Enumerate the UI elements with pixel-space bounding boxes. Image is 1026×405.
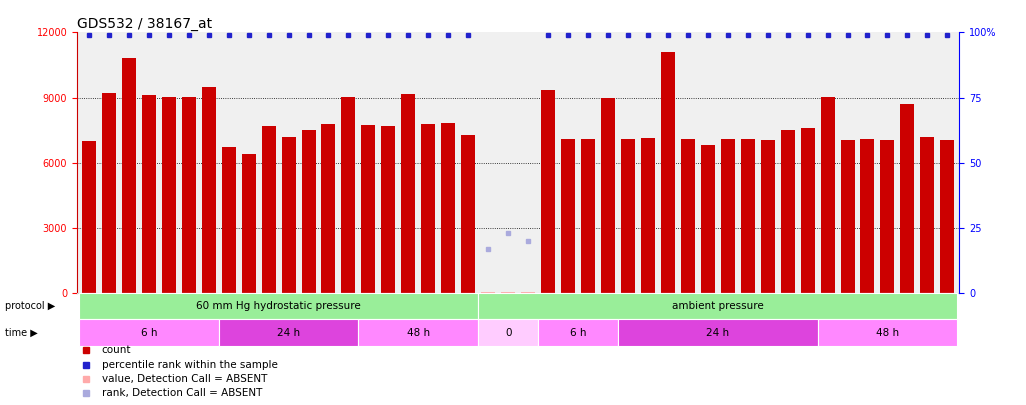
Bar [661,52,675,293]
Bar [462,134,475,293]
Bar [760,140,775,293]
Bar [182,96,196,293]
Bar [79,293,478,320]
Bar [681,139,695,293]
Text: GDS532 / 38167_at: GDS532 / 38167_at [77,17,212,31]
Bar [641,138,655,293]
Bar [821,96,834,293]
Bar [82,141,95,293]
Bar [800,128,815,293]
Bar [79,320,219,345]
Bar [262,126,276,293]
Text: 48 h: 48 h [876,328,899,337]
Bar [142,96,156,293]
Bar [321,124,336,293]
Bar [741,139,755,293]
Bar [618,320,818,345]
Bar [358,320,478,345]
Bar [162,96,175,293]
Bar [920,137,935,293]
Text: protocol ▶: protocol ▶ [5,301,55,311]
Bar [901,104,914,293]
Bar [401,94,416,293]
Bar [242,154,255,293]
Bar [701,145,715,293]
Bar [342,96,355,293]
Bar [561,139,575,293]
Text: 0: 0 [505,328,511,337]
Bar [422,124,435,293]
Bar [302,130,316,293]
Text: 60 mm Hg hydrostatic pressure: 60 mm Hg hydrostatic pressure [196,301,361,311]
Bar [382,126,395,293]
Text: percentile rank within the sample: percentile rank within the sample [102,360,277,369]
Bar [581,139,595,293]
Bar [880,140,895,293]
Bar [281,137,295,293]
Bar [538,320,618,345]
Bar [361,125,376,293]
Bar [818,320,957,345]
Text: value, Detection Call = ABSENT: value, Detection Call = ABSENT [102,374,267,384]
Text: 24 h: 24 h [277,328,301,337]
Bar [478,293,957,320]
Bar [720,139,735,293]
Bar [122,58,135,293]
Bar [478,320,538,345]
Text: count: count [102,345,131,355]
Bar [102,93,116,293]
Bar [521,292,536,293]
Bar [481,292,496,293]
Bar [621,139,635,293]
Bar [219,320,358,345]
Bar [541,90,555,293]
Text: 24 h: 24 h [706,328,729,337]
Bar [941,140,954,293]
Text: 48 h: 48 h [406,328,430,337]
Bar [601,98,615,293]
Bar [840,140,855,293]
Text: rank, Detection Call = ABSENT: rank, Detection Call = ABSENT [102,388,262,398]
Bar [222,147,236,293]
Bar [501,292,515,293]
Text: ambient pressure: ambient pressure [672,301,763,311]
Bar [861,139,874,293]
Text: time ▶: time ▶ [5,328,38,337]
Bar [202,87,215,293]
Text: 6 h: 6 h [141,328,157,337]
Bar [781,130,794,293]
Bar [441,123,456,293]
Text: 6 h: 6 h [569,328,586,337]
